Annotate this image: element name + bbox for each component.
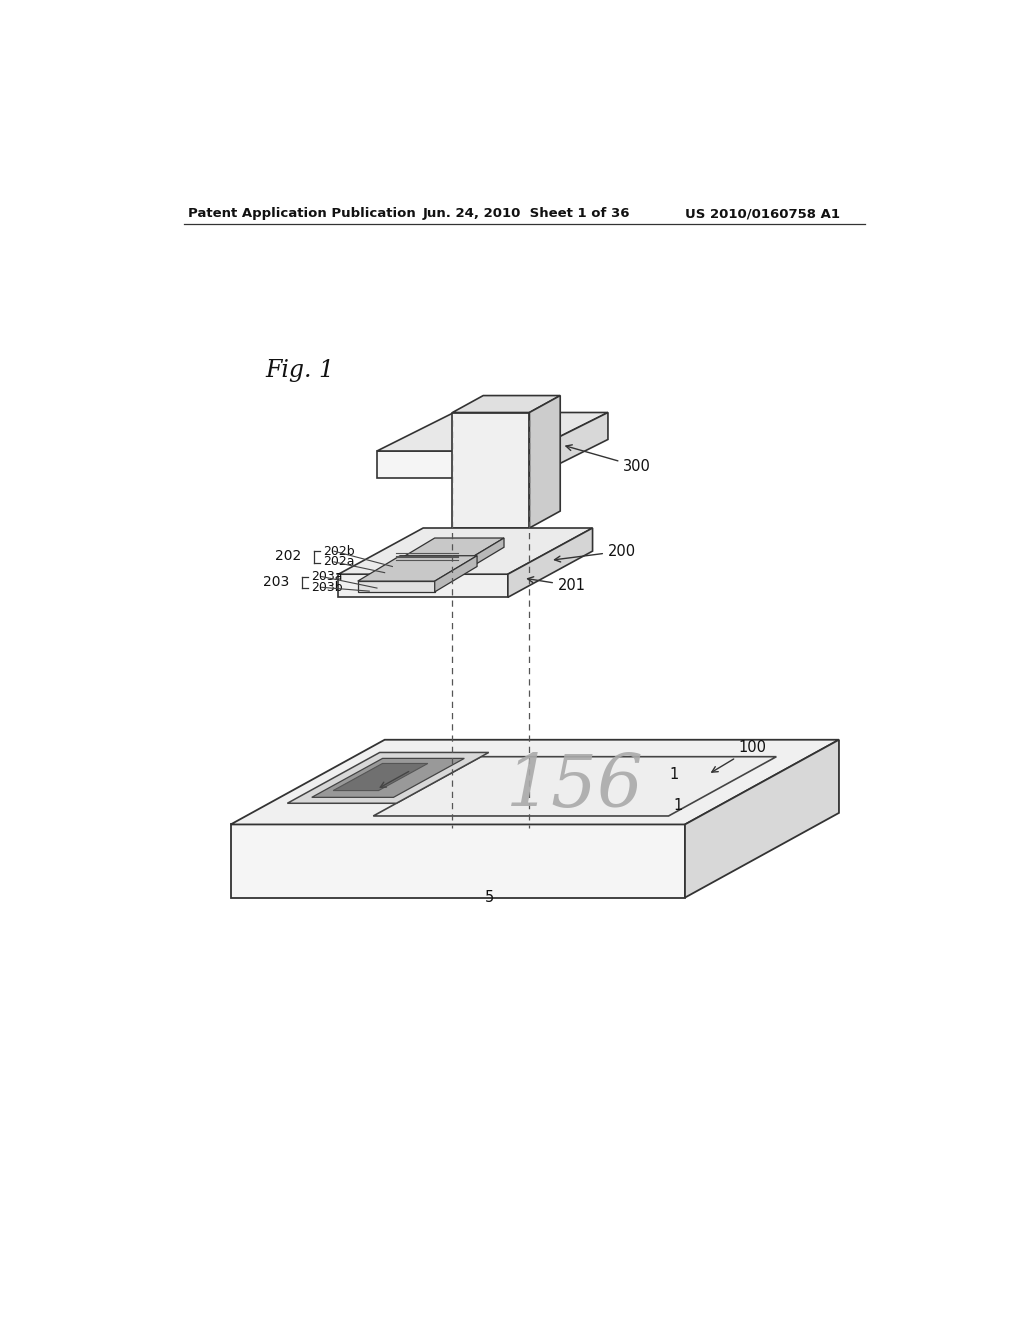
Text: 203b: 203b [310,581,342,594]
Text: 1: 1 [674,797,683,813]
Polygon shape [377,412,608,451]
Text: Patent Application Publication: Patent Application Publication [188,207,416,220]
Text: 203a: 203a [310,570,342,583]
Polygon shape [357,581,435,591]
Text: 202b: 202b [323,545,354,557]
Polygon shape [453,412,529,528]
Text: 200: 200 [555,544,636,562]
Text: 202a: 202a [323,556,354,569]
Polygon shape [357,556,477,581]
Text: US 2010/0160758 A1: US 2010/0160758 A1 [685,207,840,220]
Polygon shape [339,528,593,574]
Polygon shape [453,396,560,412]
Text: 300: 300 [566,445,651,474]
Polygon shape [374,756,776,816]
Polygon shape [289,777,506,792]
Text: 202: 202 [275,549,301,564]
Polygon shape [508,528,593,598]
Polygon shape [435,556,477,591]
Polygon shape [230,739,839,825]
Polygon shape [529,396,560,528]
Polygon shape [339,574,508,598]
Text: 5: 5 [484,890,494,906]
Polygon shape [392,539,504,564]
Polygon shape [377,451,531,478]
Polygon shape [230,825,685,898]
Text: 100: 100 [712,741,767,772]
Polygon shape [315,763,614,777]
Polygon shape [462,539,504,573]
Polygon shape [342,739,725,763]
Text: 201: 201 [527,577,586,593]
Polygon shape [392,564,462,573]
Polygon shape [685,739,839,898]
Polygon shape [288,752,488,804]
Text: Jun. 24, 2010  Sheet 1 of 36: Jun. 24, 2010 Sheet 1 of 36 [423,207,631,220]
Polygon shape [531,412,608,478]
Polygon shape [311,759,464,797]
Text: Fig. 1: Fig. 1 [265,359,334,381]
Text: 156: 156 [506,751,644,821]
Polygon shape [333,763,428,791]
Text: 1: 1 [670,767,679,781]
Text: 203: 203 [263,576,289,589]
